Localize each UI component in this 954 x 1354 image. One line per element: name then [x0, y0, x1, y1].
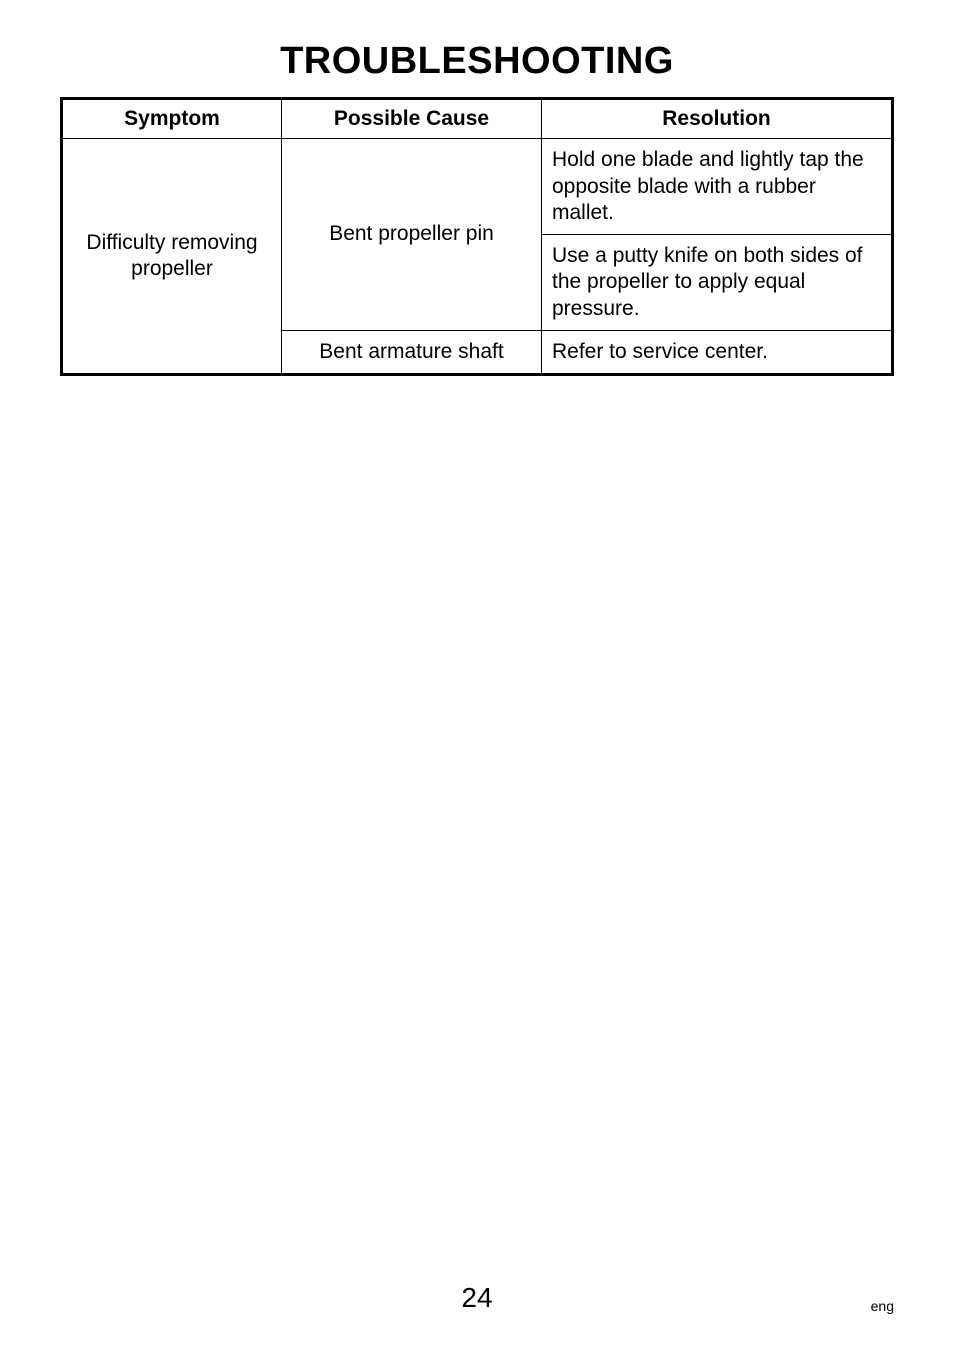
document-page: TROUBLESHOOTING Symptom Possible Cause R…: [0, 0, 954, 1354]
cell-resolution-2: Use a putty knife on both sides of the p…: [542, 235, 893, 331]
cell-resolution-1: Hold one blade and lightly tap the oppos…: [542, 139, 893, 235]
page-footer: 24 eng: [0, 1282, 954, 1314]
header-resolution: Resolution: [542, 99, 893, 139]
cell-cause-2: Bent armature shaft: [282, 330, 542, 374]
cell-symptom: Difficulty removing propeller: [62, 139, 282, 375]
table-header-row: Symptom Possible Cause Resolution: [62, 99, 893, 139]
page-number: 24: [461, 1282, 492, 1313]
page-language: eng: [871, 1298, 894, 1314]
header-symptom: Symptom: [62, 99, 282, 139]
header-cause: Possible Cause: [282, 99, 542, 139]
cell-cause-1: Bent propeller pin: [282, 139, 542, 331]
cell-resolution-3: Refer to service center.: [542, 330, 893, 374]
page-title: TROUBLESHOOTING: [60, 40, 894, 83]
troubleshooting-table: Symptom Possible Cause Resolution Diffic…: [60, 97, 894, 376]
table-row: Difficulty removing propeller Bent prope…: [62, 139, 893, 235]
